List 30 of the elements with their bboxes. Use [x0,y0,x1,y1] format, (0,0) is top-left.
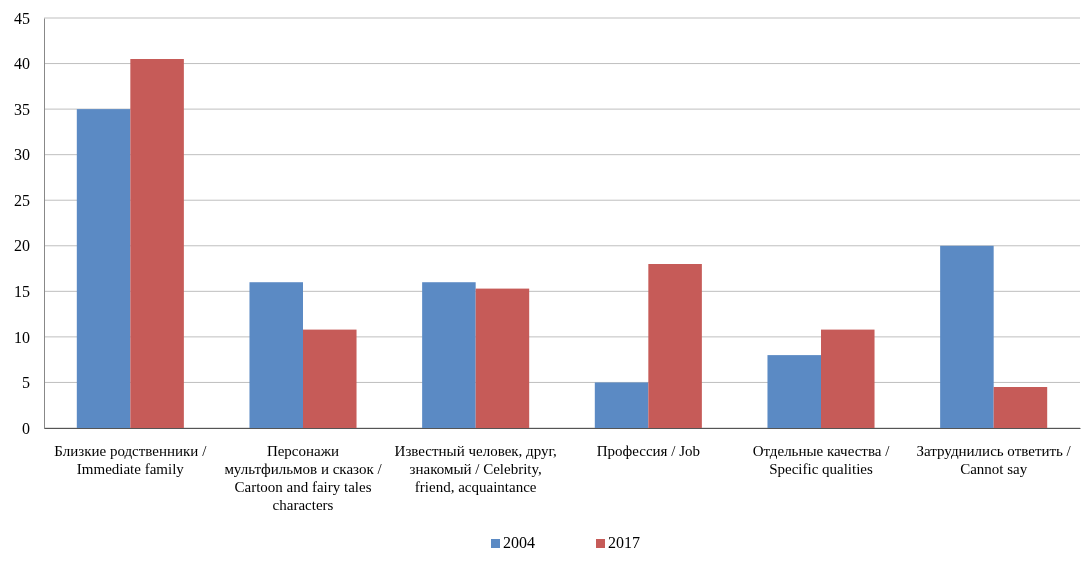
bar [130,59,184,428]
bar [648,264,702,428]
bar [76,109,131,428]
y-tick-label: 10 [14,328,30,346]
x-tick-label: Затруднились ответить / Cannot say [916,443,1072,477]
x-tick-label: Отдельные качества / Specific qualities [752,443,891,477]
x-tick-label: Близкие родственники / Immediate family [54,443,208,477]
x-tick-label: Известный человек, друг, знакомый / Celebrity, friend, acquaintance [394,443,557,495]
y-tick-label: 45 [14,9,30,27]
bar [475,288,530,428]
y-tick-label: 20 [14,237,30,255]
bar [821,329,875,428]
bar [422,282,476,428]
y-tick-label: 0 [22,419,30,437]
y-tick-label: 40 [14,55,30,73]
y-tick-label: 35 [14,100,30,118]
bar [303,329,357,428]
bar [249,282,303,428]
y-tick-label: 25 [14,191,30,209]
y-tick-label: 5 [22,374,30,392]
bar [993,387,1048,428]
y-tick-label: 30 [14,146,30,164]
y-tick-label: 15 [14,282,30,300]
legend-label: 2017 [608,534,640,551]
x-tick-label: Персонажи мультфильмов и сказок / Cartoon and fairy tales characters [224,443,383,513]
legend-label: 2004 [503,534,535,551]
bar [594,382,649,428]
bar [940,245,994,428]
x-tick-label: Профессия / Job [596,443,701,459]
bar [767,355,821,428]
